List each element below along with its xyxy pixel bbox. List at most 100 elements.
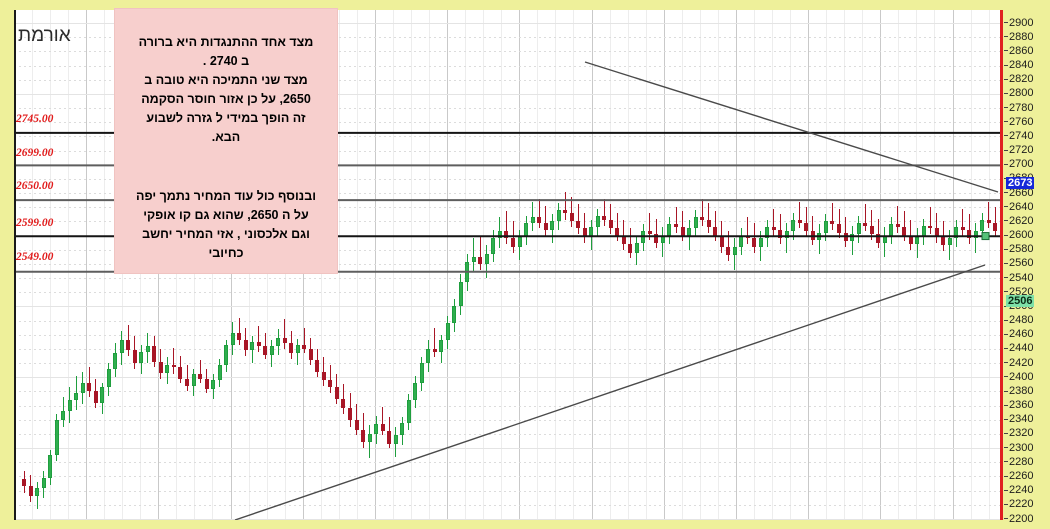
candle-body (563, 210, 568, 213)
candle-wick (473, 238, 475, 273)
grid-vline-minor (700, 10, 701, 520)
grid-vline-minor (898, 10, 899, 520)
grid-hline (14, 476, 1000, 477)
tick-dash-icon (1004, 50, 1008, 52)
candle-body (171, 364, 176, 368)
grid-hline (14, 349, 1000, 350)
candle-body (61, 411, 66, 420)
candle-body (823, 221, 828, 233)
candle-wick (258, 326, 260, 352)
tick-dash-icon (1004, 64, 1008, 66)
candle-body (634, 242, 639, 253)
grid-hline (14, 505, 1000, 506)
price-marker[interactable] (981, 232, 990, 241)
candle-body (48, 455, 53, 478)
grid-vline-minor (646, 10, 647, 520)
grid-vline-minor (790, 10, 791, 520)
last-price-label: 2673 (1006, 176, 1050, 189)
candle-body (902, 227, 907, 236)
right-axis (1000, 10, 1003, 520)
grid-vline-minor (339, 10, 340, 520)
grid-vline (519, 10, 520, 520)
candle-body (67, 399, 72, 412)
note-line: כחיובי (208, 246, 244, 260)
candle-wick (323, 357, 325, 386)
axis-tick-label: 2380 (1004, 385, 1048, 397)
grid-hline (14, 66, 1000, 67)
candle-wick (682, 211, 684, 242)
candle-wick (356, 404, 358, 436)
candle-body (387, 431, 392, 444)
tick-dash-icon (1004, 163, 1008, 165)
tick-dash-icon (1004, 404, 1008, 406)
candle-body (22, 479, 26, 487)
grid-hline (14, 23, 1000, 24)
candle-wick (571, 197, 573, 228)
axis-tick-label: 2560 (1004, 258, 1048, 269)
grid-hline (14, 80, 1000, 81)
note-line: על ה 2650, שהוא גם קו אופקי (143, 208, 309, 222)
candle-wick (649, 212, 651, 240)
tick-dash-icon (1004, 121, 1008, 123)
candle-wick (434, 327, 436, 358)
grid-vline-minor (573, 10, 574, 520)
grid-vline-minor (826, 10, 827, 520)
grid-hline (14, 321, 1000, 322)
grid-hline (14, 122, 1000, 123)
candle-body (28, 486, 33, 497)
candle-body (74, 392, 79, 400)
grid-vline-minor (357, 10, 358, 520)
candle-body (354, 419, 359, 430)
candle-body (419, 363, 424, 383)
candle-wick (903, 211, 905, 242)
grid-vline-minor (537, 10, 538, 520)
grid-hline (14, 108, 1000, 109)
candle-body (537, 217, 542, 223)
candle-body (876, 234, 881, 243)
right-axis-ticks: 2900 2880 2860 2840 2820 2800 2780 2760 2740 2720… (1004, 0, 1050, 529)
chart-plot-area[interactable] (14, 10, 1000, 520)
grid-vline (447, 10, 448, 520)
candle-body (993, 222, 998, 232)
candle-body (869, 225, 874, 235)
candle-body (967, 229, 972, 239)
tick-dash-icon (1004, 433, 1008, 435)
candle-body (928, 225, 933, 229)
grid-vline-minor (555, 10, 556, 520)
grid-hline (14, 391, 1000, 392)
grid-vline-minor (610, 10, 611, 520)
tick-dash-icon (1004, 92, 1008, 94)
tick-dash-icon (1004, 461, 1008, 463)
last-price-label-value: 2673 (1006, 176, 1035, 189)
grid-vline-minor (32, 10, 33, 520)
tick-dash-icon (1004, 390, 1008, 392)
axis-tick-label: 2660 (1004, 187, 1048, 199)
candle-body (308, 348, 313, 361)
candle-wick (968, 214, 970, 245)
candle-body (452, 306, 457, 324)
grid-hline (14, 434, 1000, 435)
tick-dash-icon (1004, 376, 1008, 378)
candle-body (615, 228, 620, 236)
candle-wick (805, 207, 807, 237)
tick-dash-icon (1004, 78, 1008, 80)
grid-hline (14, 420, 1000, 421)
grid-vline (664, 10, 665, 520)
candle-body (856, 222, 861, 235)
grid-vline (736, 10, 737, 520)
grid-vline-minor (628, 10, 629, 520)
grid-vline-minor (501, 10, 502, 520)
grid-vline-minor (754, 10, 755, 520)
candle-body (198, 374, 203, 379)
candle-body (576, 221, 581, 229)
candle-wick (864, 204, 866, 232)
candle-wick (871, 210, 873, 240)
grid-vline-minor (971, 10, 972, 520)
candle-body (680, 227, 685, 236)
symbol-title: אורמת (18, 25, 71, 46)
candle-body (895, 224, 900, 228)
candle-body (269, 346, 274, 355)
candle-wick (584, 212, 586, 243)
candle-body (478, 256, 483, 264)
candle-body (647, 231, 652, 235)
